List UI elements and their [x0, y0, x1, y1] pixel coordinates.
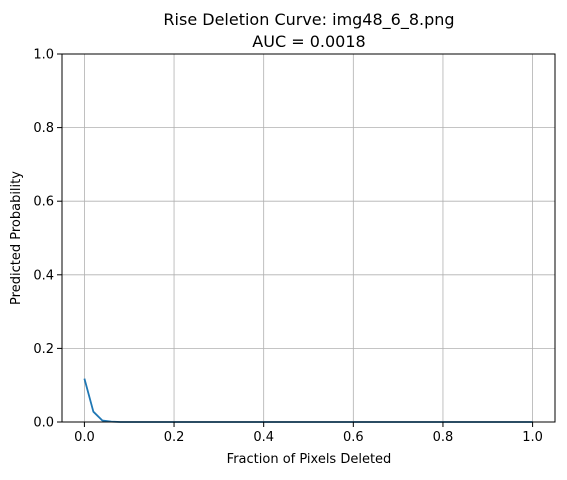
x-axis-label: Fraction of Pixels Deleted: [227, 452, 392, 467]
plot-frame: [61, 53, 556, 423]
x-tick-label: 1.0: [522, 430, 543, 445]
y-tick-label: 0.4: [33, 268, 54, 283]
chart-title: Rise Deletion Curve: img48_6_8.png: [163, 10, 454, 30]
x-axis-ticks: 0.0 0.2 0.4 0.6 0.8 1.0: [74, 422, 543, 445]
y-axis-ticks: 0.0 0.2 0.4 0.6 0.8 1.0: [33, 48, 62, 431]
x-tick-label: 0.8: [433, 430, 454, 445]
x-tick-label: 0.6: [343, 430, 364, 445]
chart-subtitle-auc: AUC = 0.0018: [252, 32, 365, 51]
x-tick-label: 0.4: [253, 430, 274, 445]
y-tick-label: 0.6: [33, 195, 54, 210]
series-line: [83, 378, 533, 423]
series-layer: [83, 378, 533, 423]
y-axis-label: Predicted Probability: [9, 171, 24, 305]
y-tick-label: 1.0: [33, 48, 54, 63]
y-tick-label: 0.8: [33, 121, 54, 136]
grid-lines: [62, 54, 555, 422]
y-tick-label: 0.2: [33, 342, 54, 357]
x-tick-label: 0.2: [164, 430, 185, 445]
x-tick-label: 0.0: [74, 430, 95, 445]
y-tick-label: 0.0: [33, 416, 54, 431]
